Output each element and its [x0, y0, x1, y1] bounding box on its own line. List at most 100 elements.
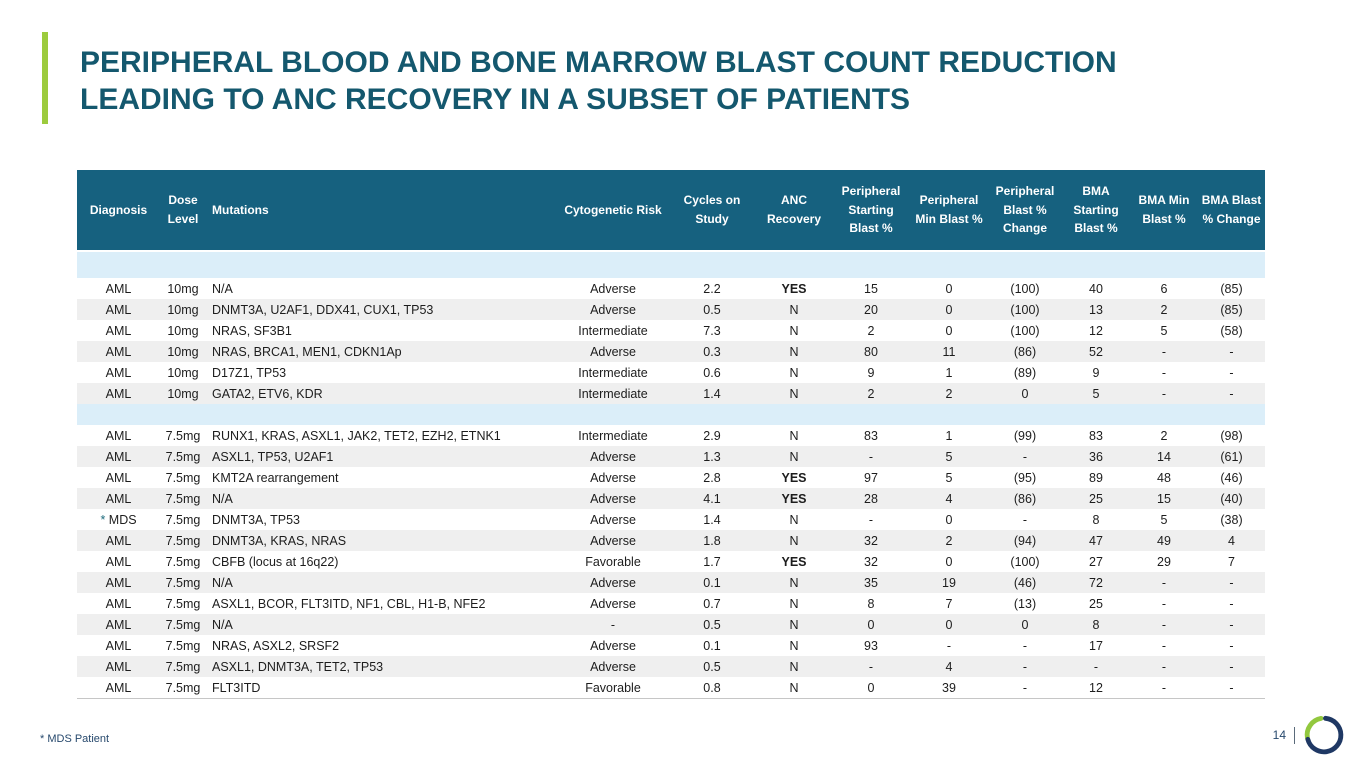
table-cell: 0 [832, 677, 910, 699]
table-cell: 32 [864, 554, 878, 569]
table-cell: - [1022, 659, 1028, 674]
table-cell: 8 [1092, 617, 1100, 632]
column-header: Cytogenetic Risk [558, 170, 668, 252]
table-cell: AML [105, 575, 132, 590]
table-body: AML 10mg N/A Adverse 2.2 YES 15 0 (100) 40 6 (85) AM… [77, 251, 1265, 699]
mds-asterisk: * [100, 512, 109, 527]
table-cell: - [1229, 344, 1234, 359]
table-cell: AML [105, 449, 132, 464]
table-cell: AML [105, 554, 132, 569]
footnote: * MDS Patient [40, 733, 110, 745]
table-cell: 0.6 [703, 365, 721, 380]
table-cell: (40) [1220, 491, 1243, 506]
table-cell: AML [105, 428, 132, 443]
column-header: ANC Recovery [756, 170, 832, 252]
table-row: * MDS 7.5mg DNMT3A, TP53 Adverse 1.4 N - 0 - 8 5 (3… [77, 509, 1265, 530]
table-row: AML 7.5mg CBFB (locus at 16q22) Favorable 1.… [77, 551, 1265, 572]
table-cell: 7.5mg [165, 575, 201, 590]
table-cell: 9 [867, 365, 875, 380]
table-cell: 25 [1089, 491, 1103, 506]
table-cell: 12 [1089, 323, 1103, 338]
table-cell: 0 [1021, 386, 1029, 401]
table-cell: 12 [1062, 677, 1130, 699]
table-cell: - [946, 638, 952, 653]
table-cell: 10mg [167, 281, 199, 296]
table-cell: 2 [1160, 302, 1168, 317]
table-cell: 0.1 [703, 575, 721, 590]
table-cell: 13 [1089, 302, 1103, 317]
table-cell: 7.5mg [165, 491, 201, 506]
table-cell: NRAS, ASXL2, SRSF2 [212, 638, 340, 653]
column-header: Diagnosis [77, 170, 160, 252]
table-cell: - [1161, 386, 1167, 401]
table-cell: D17Z1, TP53 [212, 365, 287, 380]
table-cell: 7 [1228, 554, 1235, 569]
table-cell: (100) [1010, 281, 1040, 296]
table-cell: (100) [1010, 302, 1040, 317]
table-cell: 0 [1021, 617, 1029, 632]
table-cell: 83 [1089, 428, 1103, 443]
table-cell: ASXL1, BCOR, FLT3ITD, NF1, CBL, H1-B, NF… [212, 596, 486, 611]
table-cell: Adverse [590, 533, 636, 548]
column-header: BMA Blast % Change [1198, 170, 1265, 252]
table-cell: 28 [864, 491, 878, 506]
table-cell: YES [781, 554, 807, 569]
table-cell: (46) [1220, 470, 1243, 485]
table-cell: (98) [1220, 428, 1243, 443]
table-cell: 9 [1092, 365, 1100, 380]
title-accent-bar [42, 32, 48, 124]
table-cell: - [1198, 677, 1265, 699]
table-row: AML 10mg DNMT3A, U2AF1, DDX41, CUX1, TP53 A… [77, 299, 1265, 320]
table-cell: 2.2 [703, 281, 721, 296]
table-cell: 15 [1157, 491, 1171, 506]
table-cell: DNMT3A, U2AF1, DDX41, CUX1, TP53 [212, 302, 434, 317]
table-cell: (61) [1220, 449, 1243, 464]
table-row: AML 7.5mg DNMT3A, KRAS, NRAS Adverse 1.8 N 32 2… [77, 530, 1265, 551]
table-cell: - [1161, 344, 1167, 359]
table-cell: (94) [1013, 533, 1037, 548]
table-cell: 15 [864, 281, 878, 296]
column-header: Peripheral Starting Blast % [832, 170, 910, 252]
column-header: Peripheral Blast % Change [988, 170, 1062, 252]
table-cell: YES [781, 470, 807, 485]
table-cell: Adverse [590, 596, 636, 611]
table-row: AML 7.5mg ASXL1, BCOR, FLT3ITD, NF1, CBL, … [77, 593, 1265, 614]
table-cell: 32 [864, 533, 878, 548]
table-cell: N [789, 365, 799, 380]
table-cell: AML [105, 386, 132, 401]
table-cell: - [868, 659, 874, 674]
table-cell: 10mg [167, 365, 199, 380]
table-cell: (99) [1013, 428, 1037, 443]
table-cell: KMT2A rearrangement [212, 470, 339, 485]
table-cell: 47 [1089, 533, 1103, 548]
table-cell: (85) [1220, 302, 1243, 317]
table-cell: Intermediate [578, 386, 648, 401]
table-cell: 7.5mg [165, 638, 201, 653]
table-cell: AML [105, 491, 132, 506]
table-cell: 8 [1092, 512, 1100, 527]
table-cell: 5 [945, 449, 953, 464]
footer-divider [1294, 726, 1295, 744]
table-cell: N [789, 428, 799, 443]
table-cell: - [1093, 659, 1099, 674]
table-cell: Adverse [590, 344, 636, 359]
table-cell: - [610, 617, 616, 632]
table-cell: 5 [1160, 323, 1168, 338]
table-cell: N [789, 533, 799, 548]
table-cell: 1 [945, 428, 953, 443]
table-cell: (46) [1013, 575, 1037, 590]
table-cell: 0.3 [703, 344, 721, 359]
table-cell: Adverse [590, 302, 636, 317]
table-cell: (100) [1010, 323, 1040, 338]
table-cell: 19 [942, 575, 956, 590]
table-cell: Intermediate [578, 365, 648, 380]
table-cell: 1.4 [703, 386, 721, 401]
separator-row [77, 404, 1265, 425]
table-cell: - [868, 449, 874, 464]
table-cell: - [1229, 365, 1234, 380]
table-cell: FLT3ITD [206, 677, 558, 699]
table-cell: 0 [867, 617, 875, 632]
table-cell: 2.8 [703, 470, 721, 485]
table-cell: - [1229, 659, 1234, 674]
table-cell: AML [105, 302, 132, 317]
